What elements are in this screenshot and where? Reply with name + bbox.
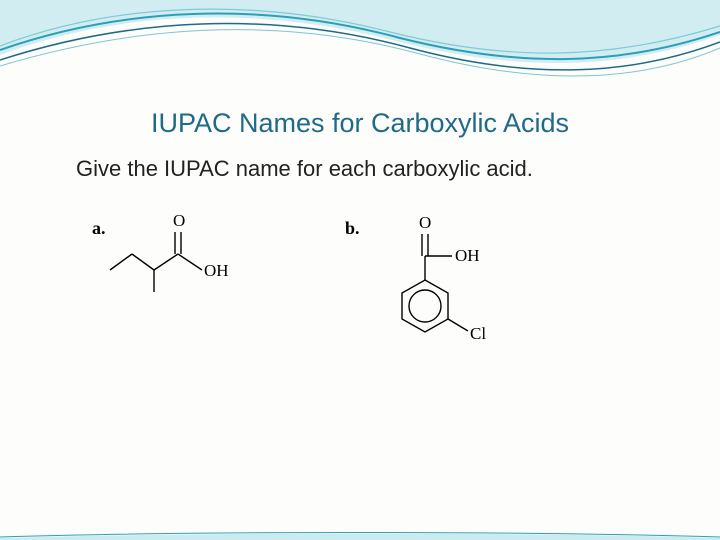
header-wave [0,0,720,90]
structure-b-Cl: Cl [470,324,486,343]
structure-b-O: O [419,213,431,232]
slide-title: IUPAC Names for Carboxylic Acids [0,108,720,139]
structure-a: O OH [100,210,250,310]
structure-b-label: b. [345,218,360,239]
structure-a-OH: OH [204,261,229,280]
slide-subtitle: Give the IUPAC name for each carboxylic … [76,156,533,182]
structure-a-O: O [173,211,185,230]
structure-b: O OH Cl [370,210,530,370]
structure-b-OH: OH [455,246,480,265]
footer-accent [0,530,720,540]
